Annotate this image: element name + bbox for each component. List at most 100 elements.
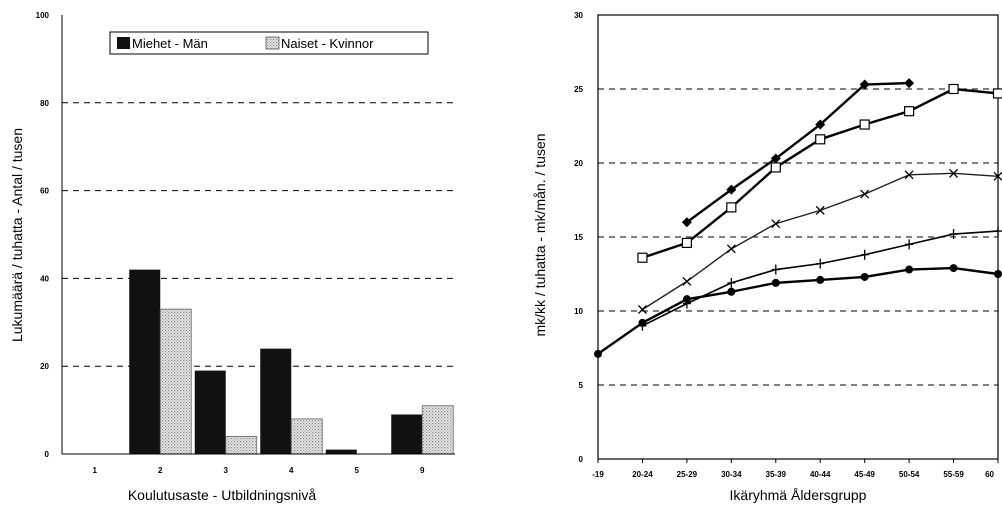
y-tick-label: 40 [40, 274, 49, 283]
x-tick-label: 55-59 [943, 470, 964, 479]
data-point-x [949, 168, 959, 178]
data-point-x [815, 205, 825, 215]
x-tick-label: 2 [158, 466, 163, 475]
y-tick-label: 10 [574, 307, 583, 316]
plot-frame [597, 14, 999, 460]
data-point-plus [860, 249, 869, 260]
data-point-x [904, 170, 914, 180]
line-chart: 0 5 10 15 20 25 30 -19 20-24 25-29 30-34 35-39 40-4… [532, 11, 1002, 503]
data-point-diamond [904, 78, 915, 89]
data-point-square [770, 162, 781, 173]
data-point-x [993, 171, 1002, 181]
bar-chart: 0 20 40 60 80 100 1 2 3 4 5 9 Miehet - Män Naiset … [9, 11, 455, 503]
y-tick-label: 80 [40, 99, 49, 108]
data-point-circle [905, 265, 914, 274]
x-tick-label: 45-49 [854, 470, 875, 479]
x-tick-label: 25-29 [677, 470, 698, 479]
line-chart-y-axis-title: mk/kk / tuhatta - mk/mån. / tusen [532, 133, 548, 336]
legend-swatch-women [265, 36, 280, 50]
bar-men [194, 370, 226, 454]
data-point-x [860, 189, 870, 199]
x-tick-label: -19 [592, 470, 604, 479]
data-point-circle [638, 318, 647, 327]
y-tick-label: 15 [574, 233, 583, 242]
y-tick-label: 5 [579, 381, 584, 390]
bar-chart-y-axis-title: Lukumäärä / tuhatta - Antal / tusen [9, 128, 25, 342]
x-tick-label: 20-24 [632, 470, 653, 479]
bar-women [225, 436, 258, 455]
y-tick-label: 25 [574, 85, 583, 94]
legend-swatch-men [117, 37, 130, 49]
bar-chart-gridlines [62, 102, 455, 367]
bar-men [260, 348, 292, 454]
legend-label-women: Naiset - Kvinnor [281, 36, 374, 51]
series-circle [594, 264, 1002, 358]
data-point-circle [949, 264, 958, 273]
data-point-diamond [726, 184, 737, 195]
line-chart-y-ticks: 0 5 10 15 20 25 30 [574, 11, 583, 464]
line-chart-plot-frame [597, 14, 999, 460]
y-tick-label: 0 [45, 450, 50, 459]
bar-men [325, 449, 357, 454]
bar-chart-x-ticks: 1 2 3 4 5 9 [93, 466, 426, 475]
data-point-x [726, 244, 736, 254]
x-tick-label: 35-39 [766, 470, 787, 479]
data-point-circle [727, 287, 736, 296]
data-point-circle [771, 278, 780, 287]
y-tick-label: 20 [40, 362, 49, 371]
data-point-diamond [681, 217, 692, 228]
data-point-plus [771, 264, 780, 275]
series-square [637, 83, 1002, 263]
data-point-plus [994, 226, 1002, 237]
x-tick-label: 40-44 [810, 470, 831, 479]
data-point-circle [816, 275, 825, 284]
series-line-x [642, 172, 999, 311]
line-chart-series [594, 78, 1002, 358]
data-point-x [682, 276, 692, 286]
data-point-circle [682, 295, 691, 304]
bar-chart-plot-frame [61, 15, 455, 455]
x-tick-label: 60 [985, 470, 994, 479]
y-tick-label: 100 [36, 11, 50, 20]
x-tick-label: 1 [93, 466, 98, 475]
data-point-square [681, 237, 692, 249]
data-point-x [771, 219, 781, 229]
data-point-plus [816, 258, 825, 269]
bar-women [159, 308, 192, 455]
data-point-square [859, 119, 870, 130]
series-x [637, 168, 1002, 314]
bar-chart-legend: Miehet - Män Naiset - Kvinnor [109, 31, 429, 55]
bar-men [129, 269, 161, 454]
data-point-square [637, 252, 648, 263]
data-point-plus [727, 277, 736, 288]
bar-women [421, 405, 454, 455]
series-diamond [681, 78, 915, 228]
series-line-circle [597, 266, 999, 355]
line-chart-x-ticks: -19 20-24 25-29 30-34 35-39 40-44 45-49 50-54 55… [592, 459, 999, 479]
bar-chart-x-axis-title: Koulutusaste - Utbildningsnivå [128, 487, 317, 503]
x-tick-label: 3 [224, 466, 229, 475]
x-tick-label: 50-54 [899, 470, 920, 479]
y-tick-label: 30 [574, 11, 583, 20]
bar-women [290, 418, 323, 455]
data-point-circle [860, 272, 869, 281]
data-point-circle [594, 349, 602, 358]
data-point-x [637, 305, 647, 314]
x-tick-label: 5 [355, 466, 360, 475]
x-tick-label: 4 [289, 466, 294, 475]
legend-label-men: Miehet - Män [132, 36, 208, 51]
data-point-square [948, 83, 959, 95]
bar-chart-y-ticks: 0 20 40 60 80 100 [36, 11, 50, 459]
y-tick-label: 0 [579, 455, 584, 464]
data-point-plus [905, 239, 914, 250]
series-line-diamond [686, 81, 910, 224]
data-point-square [904, 106, 915, 117]
data-point-plus [949, 229, 958, 240]
y-tick-label: 60 [40, 187, 49, 196]
data-point-diamond [770, 153, 781, 164]
x-tick-label: 9 [420, 466, 425, 475]
data-point-square [815, 134, 826, 145]
data-point-diamond [815, 119, 826, 130]
bar-chart-bars [129, 269, 454, 455]
